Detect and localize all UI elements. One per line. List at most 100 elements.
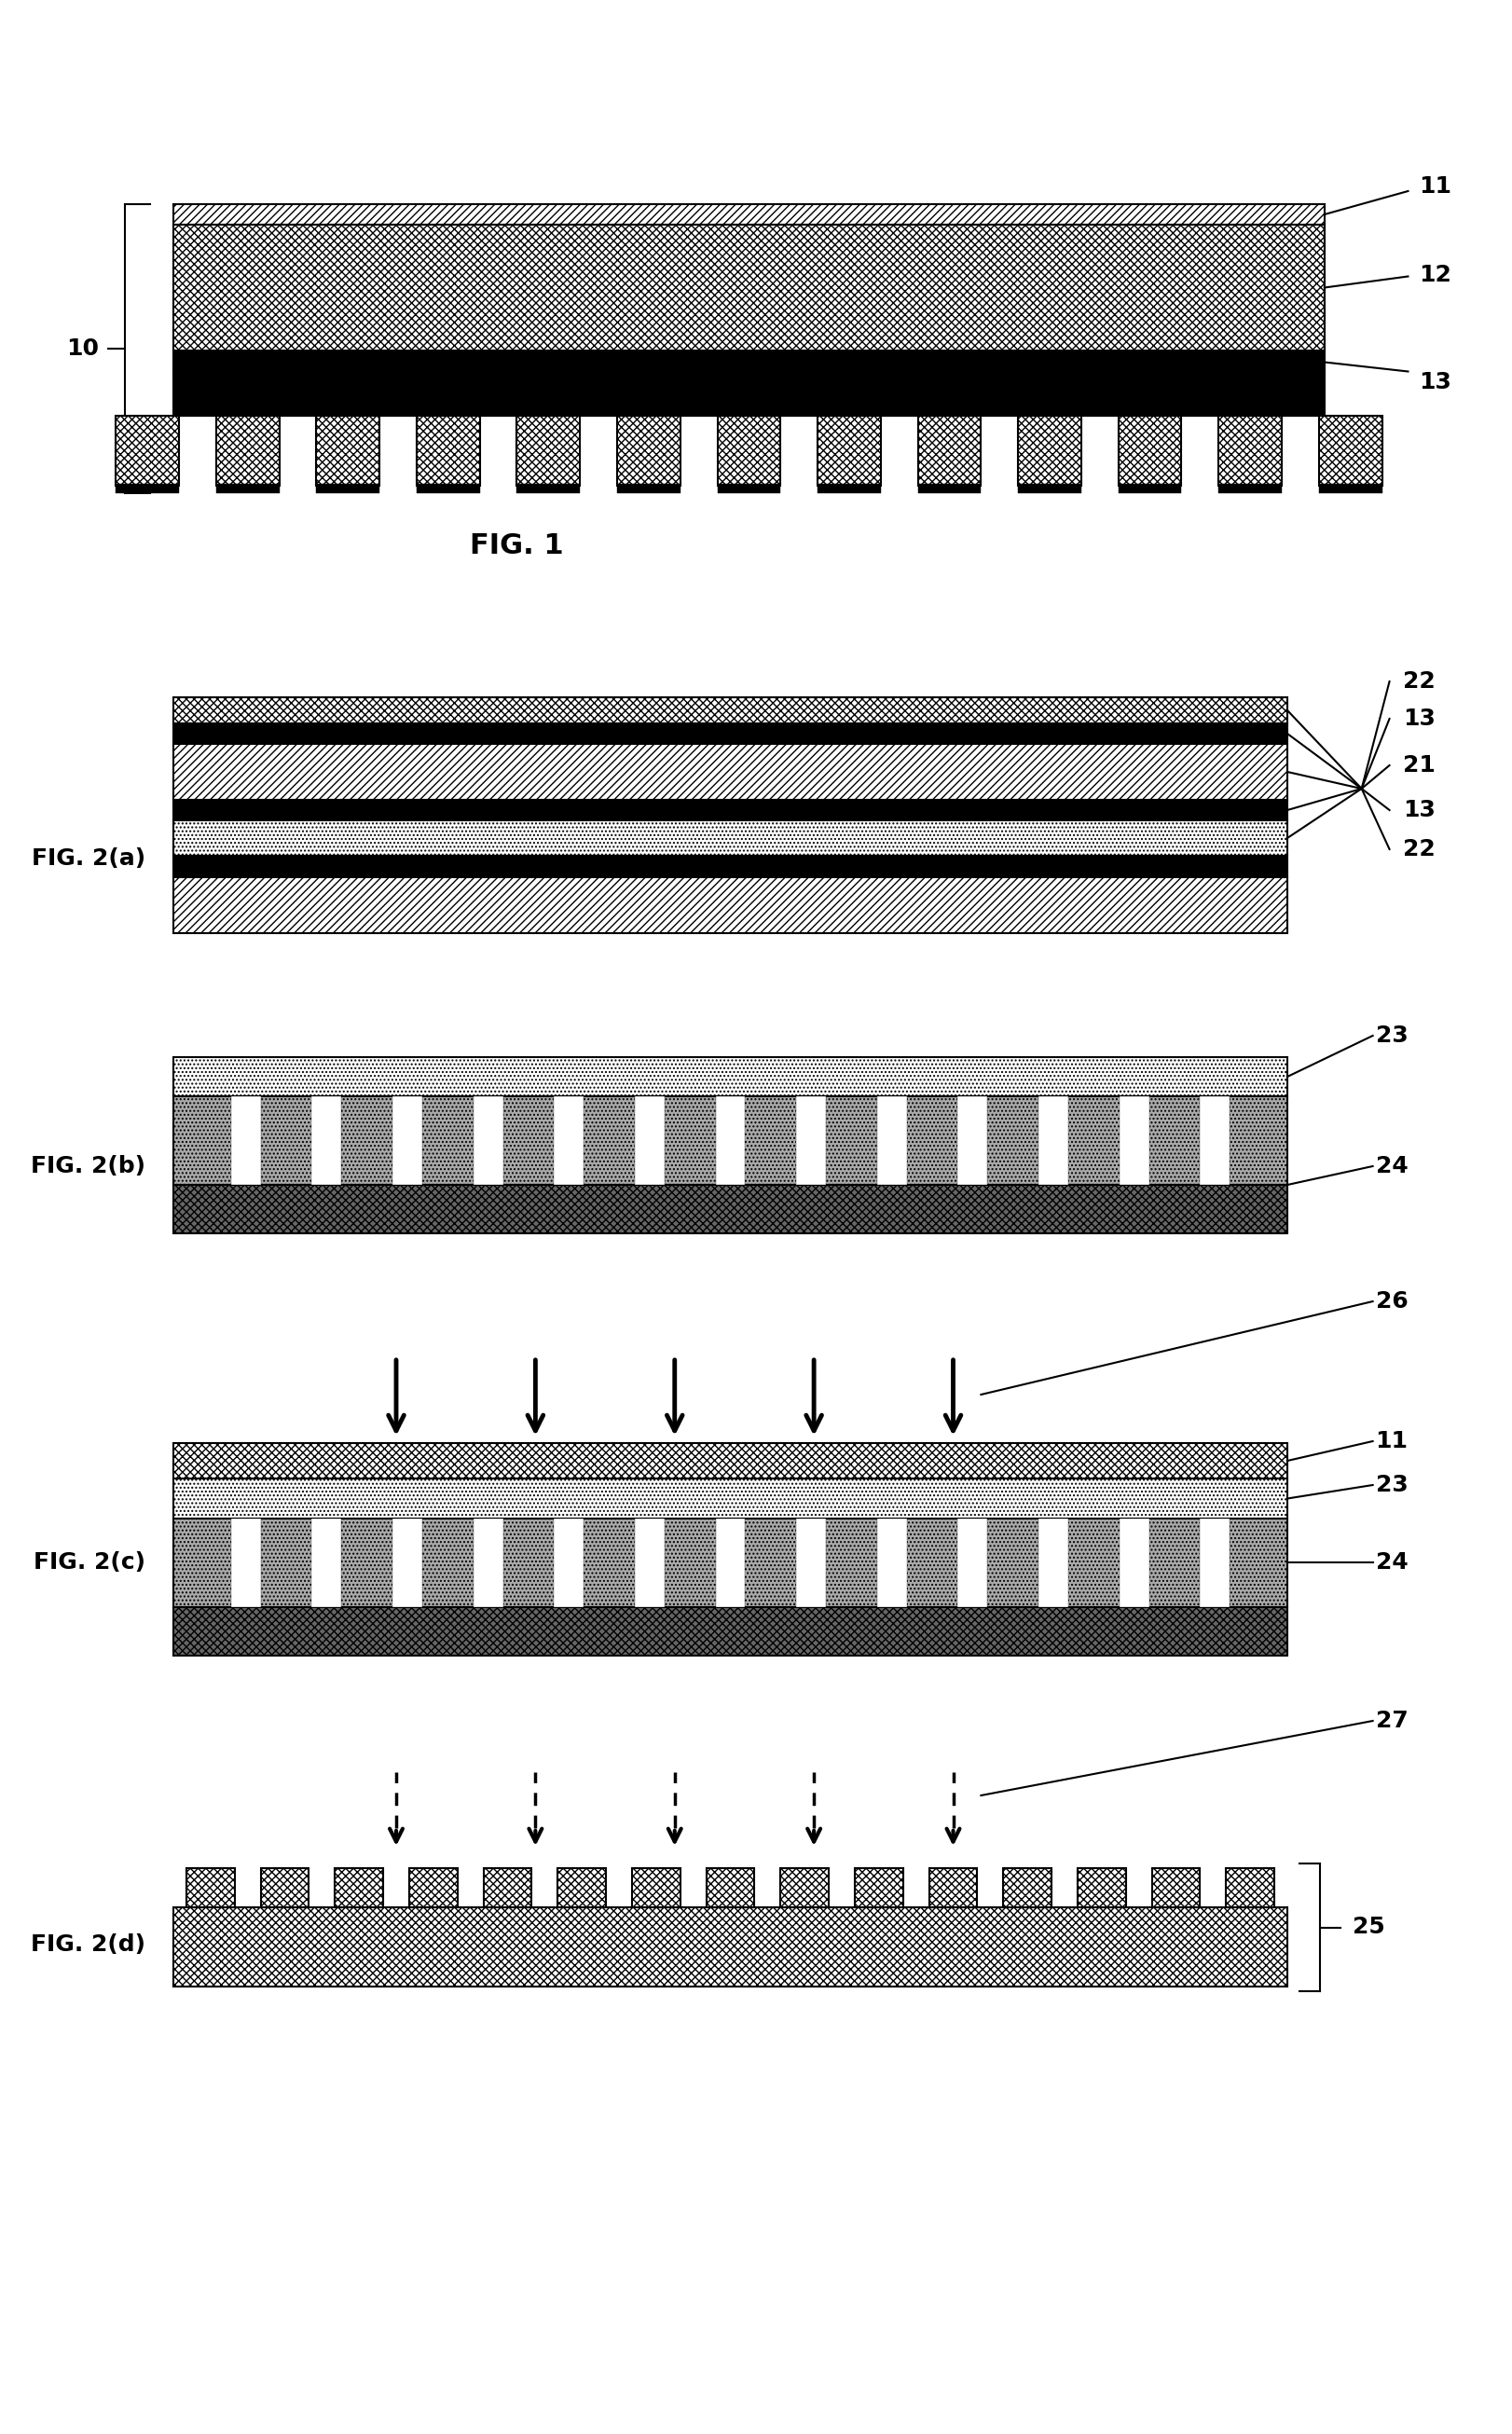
- Text: 27: 27: [1376, 1709, 1408, 1733]
- Bar: [1119, 1095, 1149, 1185]
- Bar: [818, 484, 881, 494]
- Bar: [316, 484, 380, 494]
- Bar: [116, 416, 178, 487]
- Bar: [635, 1519, 664, 1606]
- Bar: [174, 1519, 1287, 1606]
- Bar: [174, 1185, 1287, 1234]
- Bar: [174, 1056, 1287, 1095]
- Bar: [1018, 484, 1081, 494]
- Text: 13: 13: [1420, 372, 1452, 394]
- Text: 23: 23: [1376, 1025, 1408, 1047]
- Bar: [928, 1869, 977, 1908]
- Bar: [1078, 1869, 1126, 1908]
- Bar: [717, 416, 780, 487]
- Text: 11: 11: [1420, 175, 1452, 197]
- Bar: [1201, 1519, 1229, 1606]
- Bar: [1119, 484, 1181, 494]
- Bar: [877, 1519, 907, 1606]
- Bar: [116, 484, 178, 494]
- Bar: [1201, 1095, 1229, 1185]
- Text: 12: 12: [1420, 263, 1452, 285]
- Text: 21: 21: [1403, 755, 1436, 776]
- Text: FIG. 2(a): FIG. 2(a): [32, 847, 145, 869]
- Bar: [797, 1519, 826, 1606]
- Bar: [417, 416, 479, 487]
- Text: 24: 24: [1376, 1156, 1408, 1178]
- Text: 13: 13: [1403, 798, 1436, 820]
- Bar: [517, 484, 581, 494]
- Bar: [918, 416, 981, 487]
- Bar: [393, 1095, 422, 1185]
- Bar: [174, 745, 1287, 801]
- Text: 24: 24: [1376, 1550, 1408, 1572]
- Bar: [311, 1519, 342, 1606]
- Bar: [957, 1519, 987, 1606]
- Bar: [715, 1519, 745, 1606]
- Bar: [706, 1869, 754, 1908]
- Bar: [617, 416, 680, 487]
- Bar: [216, 416, 280, 487]
- Bar: [632, 1869, 680, 1908]
- Text: 25: 25: [1352, 1916, 1385, 1937]
- Bar: [174, 723, 1287, 745]
- Bar: [410, 1869, 458, 1908]
- Bar: [1318, 416, 1382, 487]
- Bar: [393, 1519, 422, 1606]
- Bar: [553, 1095, 584, 1185]
- Bar: [260, 1869, 308, 1908]
- Text: 13: 13: [1403, 708, 1436, 730]
- Text: 22: 22: [1403, 837, 1436, 862]
- Text: 11: 11: [1376, 1431, 1408, 1453]
- Bar: [174, 224, 1325, 350]
- Text: 23: 23: [1376, 1475, 1408, 1497]
- Bar: [877, 1095, 907, 1185]
- Bar: [957, 1095, 987, 1185]
- Bar: [174, 1606, 1287, 1655]
- Bar: [316, 416, 380, 487]
- Bar: [174, 876, 1287, 932]
- Text: FIG. 1: FIG. 1: [470, 533, 564, 560]
- Bar: [918, 484, 981, 494]
- Bar: [715, 1095, 745, 1185]
- Bar: [1018, 416, 1081, 487]
- Bar: [1219, 416, 1282, 487]
- Bar: [1119, 416, 1181, 487]
- Bar: [1119, 1519, 1149, 1606]
- Text: 22: 22: [1403, 669, 1436, 694]
- Text: 10: 10: [67, 338, 100, 360]
- Bar: [553, 1519, 584, 1606]
- Bar: [174, 1443, 1287, 1477]
- Bar: [216, 484, 280, 494]
- Text: FIG. 2(c): FIG. 2(c): [33, 1550, 145, 1572]
- Bar: [1226, 1869, 1275, 1908]
- Bar: [818, 416, 881, 487]
- Text: FIG. 2(b): FIG. 2(b): [30, 1156, 145, 1178]
- Bar: [174, 1908, 1287, 1986]
- Bar: [174, 1477, 1287, 1519]
- Bar: [311, 1095, 342, 1185]
- Bar: [336, 1869, 383, 1908]
- Bar: [1039, 1095, 1069, 1185]
- Bar: [231, 1095, 260, 1185]
- Bar: [174, 375, 1325, 416]
- Bar: [417, 484, 479, 494]
- Bar: [174, 204, 1325, 224]
- Bar: [1039, 1519, 1069, 1606]
- Bar: [174, 1095, 1287, 1185]
- Bar: [1004, 1869, 1051, 1908]
- Bar: [558, 1869, 606, 1908]
- Bar: [473, 1519, 503, 1606]
- Bar: [780, 1869, 829, 1908]
- Text: FIG. 2(d): FIG. 2(d): [30, 1933, 145, 1957]
- Bar: [473, 1095, 503, 1185]
- Bar: [174, 857, 1287, 876]
- Bar: [174, 696, 1287, 723]
- Bar: [174, 820, 1287, 857]
- Bar: [1219, 484, 1282, 494]
- Bar: [186, 1869, 234, 1908]
- Bar: [717, 484, 780, 494]
- Bar: [174, 801, 1287, 820]
- Bar: [231, 1519, 260, 1606]
- Bar: [517, 416, 581, 487]
- Bar: [797, 1095, 826, 1185]
